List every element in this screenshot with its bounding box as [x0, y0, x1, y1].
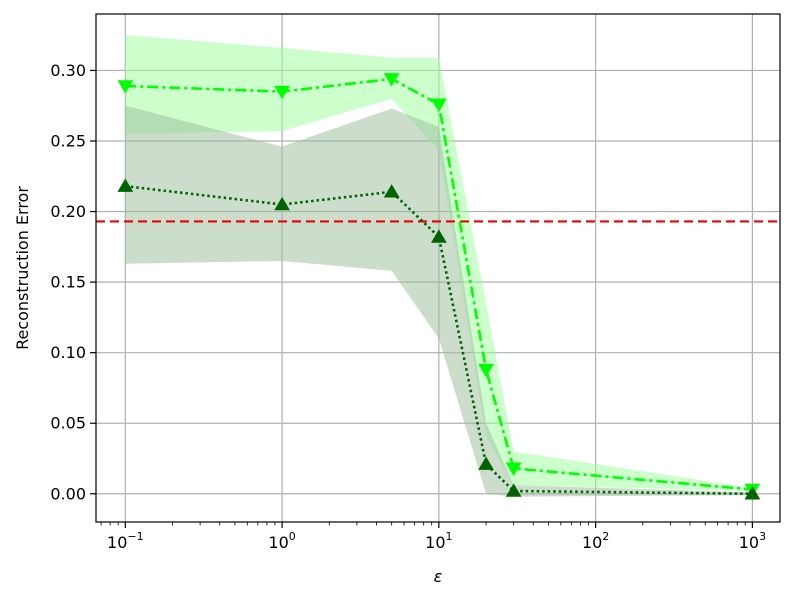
y-tick-label-4: 0.20 — [50, 202, 86, 221]
plot-frame — [95, 13, 781, 523]
x-tick-label-3: 102 — [582, 530, 609, 552]
y-tick-label-1: 0.05 — [50, 414, 86, 433]
series-0-marker-3 — [430, 98, 447, 112]
x-axis-ticks: 10−1 100 101 102 103 — [100, 522, 766, 552]
x-tick-label-2: 101 — [425, 530, 452, 552]
series-1-marker-5 — [505, 483, 522, 497]
series-0-marker-4 — [478, 363, 494, 378]
y-tick-label-6: 0.30 — [50, 61, 86, 80]
series-1-marker-4 — [478, 456, 494, 470]
y-tick-label-3: 0.15 — [50, 273, 86, 292]
y-axis-label: Reconstruction Error — [13, 186, 32, 350]
x-tick-label-1: 100 — [268, 530, 295, 552]
series-0-marker-1 — [274, 85, 290, 100]
series-1-marker-3 — [430, 229, 447, 243]
x-axis-label: ε — [434, 567, 443, 586]
y-axis-ticks: 0.00 0.05 0.10 0.15 0.20 0.25 0.30 — [50, 61, 96, 503]
series-markers — [117, 73, 761, 500]
x-tick-label-0: 10−1 — [107, 530, 144, 552]
y-tick-label-0: 0.00 — [50, 484, 86, 503]
y-tick-label-2: 0.10 — [50, 343, 86, 362]
series-1-marker-2 — [383, 184, 400, 198]
x-tick-label-4: 103 — [739, 530, 766, 552]
series-1-marker-0 — [117, 178, 134, 192]
series-1-marker-1 — [274, 196, 290, 211]
series-0-marker-0 — [117, 80, 134, 94]
y-tick-label-5: 0.25 — [50, 132, 86, 151]
series-1-marker-6 — [744, 486, 761, 500]
series-0-marker-5 — [505, 462, 522, 477]
series-0-marker-2 — [383, 73, 400, 87]
series-0-band — [125, 35, 753, 491]
